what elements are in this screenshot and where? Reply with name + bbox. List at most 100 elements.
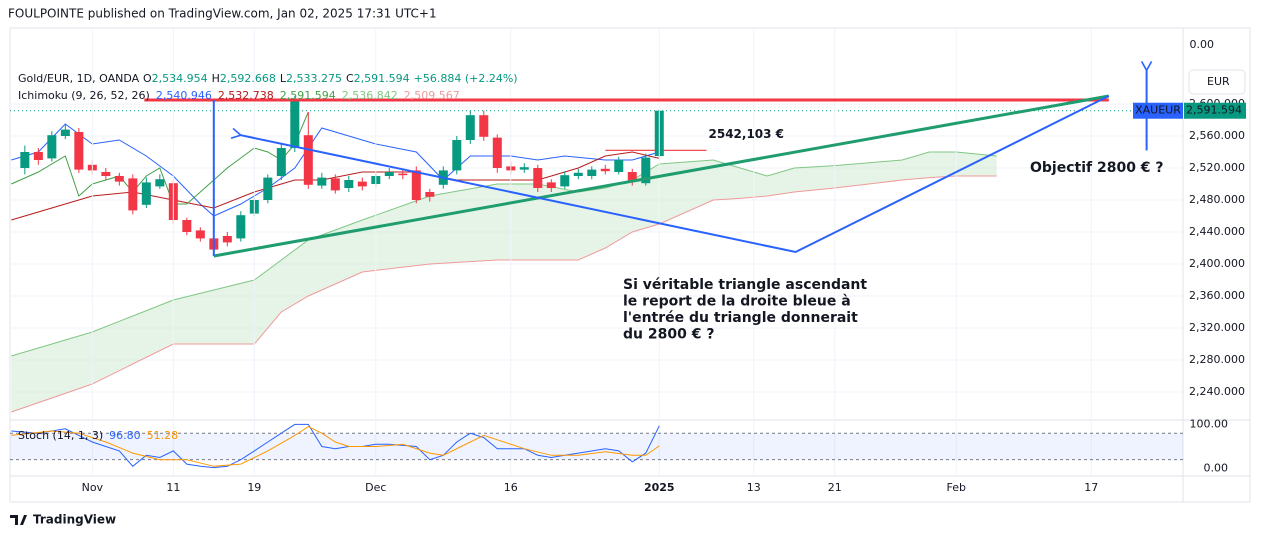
ohlc-value: 2,592.668 [220, 72, 276, 85]
ichimoku-legend: Ichimoku (9, 26, 52, 26) 2,540.946 2,532.7… [18, 89, 460, 102]
candle-body [398, 173, 408, 176]
stoch-value: 51.28 [147, 429, 179, 442]
ohlc-label: L [280, 72, 287, 85]
x-tick-label: Nov [82, 481, 104, 494]
ichimoku-value: 2,591.594 [280, 89, 336, 102]
candle-body [114, 176, 124, 182]
top-scale-label: 0.00 [1190, 38, 1215, 51]
footer: TradingView [33, 513, 116, 527]
x-tick-label: Dec [365, 481, 386, 494]
candle-body [128, 178, 138, 211]
candle-body [560, 175, 570, 187]
drawing [213, 94, 1110, 258]
x-tick-label: 19 [247, 481, 261, 494]
candle-body [236, 215, 246, 239]
stoch-line [11, 423, 660, 469]
x-tick-label: 13 [747, 481, 761, 494]
y-tick-label: 2,280.000 [1189, 353, 1245, 366]
ohlc-label: C [346, 72, 354, 85]
stoch-band [10, 433, 1183, 460]
ichimoku-line [11, 175, 997, 413]
candle-body [303, 135, 313, 185]
ohlc-value: 2,533.275 [286, 72, 342, 85]
candle-body [600, 168, 610, 172]
candle-body [33, 152, 43, 160]
annotation: du 2800 € ? [623, 327, 714, 343]
annotation: le report de la droite bleue à [623, 294, 851, 310]
candle-body [20, 152, 30, 168]
candle-body [195, 230, 205, 239]
annotation: Objectif 2800 € ? [1030, 160, 1164, 176]
last-price-tag [1184, 102, 1246, 119]
y-tick-label: 2,240.000 [1189, 385, 1245, 398]
y-tick-label: 2,560.000 [1189, 129, 1245, 142]
drawing [230, 95, 1110, 254]
candle-body [344, 180, 354, 188]
candle-body [533, 168, 543, 188]
ohlc-value: 2,534.954 [152, 72, 208, 85]
frame [9, 27, 1251, 503]
ticker-tag [1133, 102, 1183, 119]
candle-body [74, 132, 84, 170]
candle-body [141, 182, 151, 205]
x-tick-label: 17 [1084, 481, 1098, 494]
last-price: 2,591.594 [1186, 104, 1242, 117]
candle-body [641, 157, 651, 184]
candle-body [155, 179, 165, 187]
candle-body [330, 178, 340, 191]
candle-body [222, 236, 232, 243]
x-tick-label: 21 [828, 481, 842, 494]
annotation: l'entrée du triangle donnerait [623, 310, 858, 326]
candle-body [290, 100, 300, 148]
currency: EUR [1207, 75, 1230, 88]
y-tick-label: 2,520.000 [1189, 161, 1245, 174]
stoch-tick-label: 100.00 [1190, 417, 1229, 430]
tv-logo: TradingView [10, 513, 116, 527]
candle-body [263, 177, 273, 200]
ichimoku-value: 2,532.738 [218, 89, 274, 102]
candle-body [182, 220, 192, 232]
candle-body [465, 115, 475, 140]
ichimoku-line [11, 111, 309, 205]
ichimoku-title: Ichimoku (9, 26, 52, 26) [18, 89, 150, 102]
ichimoku-line [11, 151, 660, 221]
candle-body [101, 172, 111, 176]
x-tick-label: 2025 [644, 481, 675, 494]
candle-body [384, 172, 394, 176]
symbol: Gold/EUR, 1D, OANDA [18, 72, 140, 85]
ichimoku-value: 2,536.842 [342, 89, 398, 102]
x-tick-label: 16 [504, 481, 518, 494]
stoch-title: Stoch (14, 1, 3) [18, 429, 103, 442]
change: +56.884 (+2.24%) [414, 72, 518, 85]
candle-body [47, 135, 57, 159]
level-label: 2542,103 € [709, 127, 785, 141]
candle-body [425, 192, 435, 197]
candle-body [546, 182, 556, 188]
y-tick-label: 2,440.000 [1189, 225, 1245, 238]
header: FOULPOINTE published on TradingView.com,… [8, 7, 437, 21]
x-tick-label: 11 [166, 481, 180, 494]
ohlc-label: O [143, 72, 152, 85]
candle-body [627, 172, 637, 182]
candle-body [492, 137, 502, 168]
ticker: XAUEUR [1135, 104, 1181, 117]
ichimoku-value: 2,540.946 [156, 89, 212, 102]
annotation: Si véritable triangle ascendant [623, 277, 867, 293]
stoch-legend: Stoch (14, 1, 3) 96.80 51.28 [18, 429, 178, 442]
stoch-line [11, 426, 660, 467]
candle-body [519, 167, 529, 170]
currency-box[interactable] [1188, 69, 1246, 95]
y-tick-label: 2,320.000 [1189, 321, 1245, 334]
stoch-value: 96.80 [109, 429, 141, 442]
candle-body [411, 170, 421, 200]
stoch-tick-label: 0.00 [1204, 462, 1229, 475]
candle-body [614, 160, 624, 172]
legend: Gold/EUR, 1D, OANDA O2,534.954 H2,592.668 L… [18, 72, 518, 85]
candle-body [587, 169, 597, 176]
candle-body [357, 181, 367, 187]
candle-body [60, 129, 70, 136]
x-tick-label: Feb [946, 481, 965, 494]
candle-body [276, 148, 286, 176]
